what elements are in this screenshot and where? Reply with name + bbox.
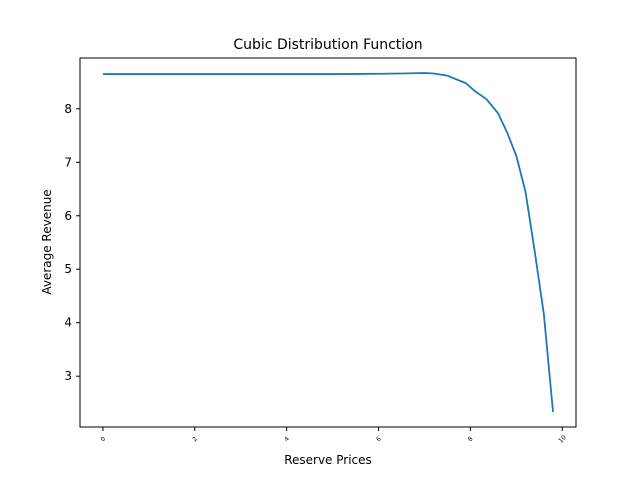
y-tick-label: 8: [64, 102, 72, 116]
x-tick-label: 8: [467, 435, 475, 443]
y-tick-label: 3: [64, 369, 72, 383]
x-tick-label: 6: [375, 435, 383, 443]
x-tick-label: 2: [191, 435, 199, 443]
x-tick-label: 4: [283, 435, 291, 443]
chart-title: Cubic Distribution Function: [233, 37, 422, 53]
x-tick-label: 10: [557, 434, 567, 444]
plot-frame: [79, 57, 577, 428]
y-tick-label: 6: [64, 209, 72, 223]
x-tick-label: 0: [99, 435, 107, 443]
y-axis-label: Average Revenue: [40, 189, 54, 294]
y-tick-label: 5: [64, 262, 72, 276]
y-tick-label: 4: [64, 316, 72, 330]
series-line: [102, 72, 554, 413]
tick-group: 3 4 5 6 7 8 0 2 4 6 8 10: [64, 102, 568, 445]
x-axis-label: Reserve Prices: [284, 453, 372, 467]
y-tick-label: 7: [64, 155, 72, 169]
